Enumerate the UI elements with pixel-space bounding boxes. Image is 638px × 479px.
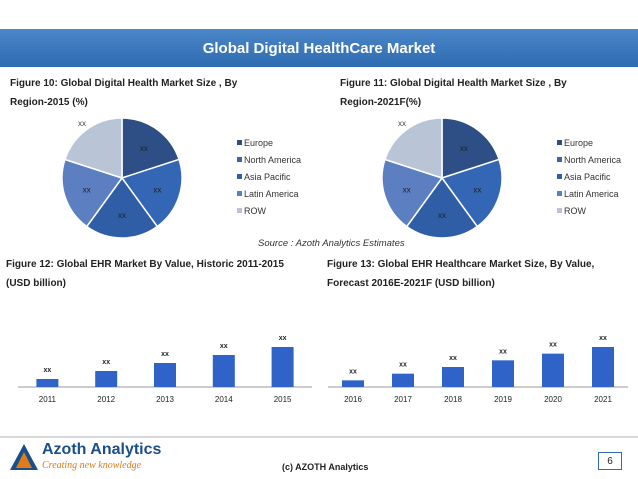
pie2-slice-label: xx: [473, 185, 481, 194]
bar2-bar: [442, 367, 464, 387]
bar2-bar: [492, 360, 514, 387]
figure-11-caption: Figure 11: Global Digital Health Market …: [340, 74, 630, 112]
page-number-box: 6: [598, 452, 622, 470]
bar1-tick-label: 2011: [39, 395, 57, 404]
bar1-tick-label: 2014: [215, 395, 233, 404]
bar2-bar: [592, 347, 614, 387]
footer-copyright: (c) AZOTH Analytics: [282, 462, 369, 472]
bar1-data-label: xx: [220, 343, 228, 350]
bar1-data-label: xx: [161, 351, 169, 358]
pie1-slice-label: xx: [83, 185, 91, 194]
bar2-data-label: xx: [449, 355, 457, 362]
bar2-bar: [342, 380, 364, 387]
figure-11-caption-line2: Region-2021F(%): [340, 97, 422, 108]
footer-brand: Azoth Analytics: [42, 441, 162, 458]
pie1-legend-label: Europe: [244, 138, 273, 148]
pie2-legend-swatch: [557, 174, 562, 179]
figure-13-caption: Figure 13: Global EHR Healthcare Market …: [327, 255, 633, 293]
bar2-data-label: xx: [349, 368, 357, 375]
pie2-legend-swatch: [557, 191, 562, 196]
pie1-slice-asia-pacific: [85, 176, 159, 239]
figure-10-caption: Figure 10: Global Digital Health Market …: [10, 74, 315, 112]
figure-10-pie-chart: xx xx xx xx xx Europe North America Asia Pacifi…: [61, 117, 301, 239]
figure-11-pie-chart: xx xx xx xx xx Europe North America Asia Pacifi…: [381, 117, 621, 239]
pie1-slice-label: xx: [153, 185, 161, 194]
figure-12-caption: Figure 12: Global EHR Market By Value, H…: [6, 255, 316, 293]
figure-12-bar-chart: xx 2011 xx 2012 xx 2013 xx 2014 xx 2015: [18, 335, 312, 404]
pie2-legend-label: Europe: [564, 138, 593, 148]
bar1-bar: [95, 371, 118, 387]
pie2-legend-swatch: [557, 140, 562, 145]
bar2-bar: [392, 373, 414, 387]
pie1-legend-label: Asia Pacific: [244, 172, 291, 182]
page-title: Global Digital HealthCare Market: [202, 39, 436, 57]
pie2-slice-north-america: [440, 158, 503, 228]
pie2-legend-swatch: [557, 157, 562, 162]
pie1-legend-swatch: [237, 140, 242, 145]
pie2-slice-row: [383, 117, 443, 180]
page-number: 6: [607, 455, 613, 467]
bar2-data-label: xx: [499, 348, 507, 355]
azoth-logo-icon: [10, 444, 38, 470]
figure-13-bar-chart: xx 2016 xx 2017 xx 2018 xx 2019 xx 2020 xx 2021: [328, 335, 628, 404]
page-header: Global Digital HealthCare Market: [0, 29, 638, 67]
bar1-tick-label: 2012: [97, 395, 115, 404]
figure-13-caption-line1: Figure 13: Global EHR Healthcare Market …: [327, 259, 595, 270]
bar2-tick-label: 2020: [544, 395, 562, 404]
figure-11-caption-line1: Figure 11: Global Digital Health Market …: [340, 78, 567, 89]
bar2-tick-label: 2021: [594, 395, 612, 404]
pie1-legend-swatch: [237, 191, 242, 196]
pie1-legend-label: Latin America: [244, 189, 299, 199]
pie1-slice-label: xx: [78, 119, 86, 128]
figure-13-caption-line2: Forecast 2016E-2021F (USD billion): [327, 278, 495, 289]
bar2-data-label: xx: [549, 342, 557, 349]
pie2-legend-label: ROW: [564, 206, 587, 216]
figure-12-caption-line2: (USD billion): [6, 278, 66, 289]
figure-10-caption-line2: Region-2015 (%): [10, 97, 88, 108]
bar2-tick-label: 2017: [394, 395, 412, 404]
bar2-bar: [542, 353, 564, 387]
pie1-slice-europe: [121, 117, 181, 180]
pie2-legend-label: North America: [564, 155, 621, 165]
footer-tagline: Creating new knowledge: [42, 460, 142, 471]
pie2-slice-latin-america: [381, 158, 444, 228]
pie2-slice-asia-pacific: [405, 176, 479, 239]
pie1-slice-row: [63, 117, 123, 180]
bar1-tick-label: 2015: [274, 395, 292, 404]
pie1-slice-north-america: [120, 158, 183, 228]
bar2-data-label: xx: [599, 335, 607, 342]
pie1-legend-swatch: [237, 174, 242, 179]
pie2-slice-label: xx: [438, 211, 446, 220]
figure-10-caption-line1: Figure 10: Global Digital Health Market …: [10, 78, 238, 89]
pie2-slice-label: xx: [398, 119, 406, 128]
bar1-data-label: xx: [102, 359, 110, 366]
bar2-tick-label: 2018: [444, 395, 462, 404]
pie1-legend-swatch: [237, 157, 242, 162]
pie2-slice-europe: [441, 117, 501, 180]
pie1-legend-label: North America: [244, 155, 301, 165]
bar1-bar: [154, 363, 176, 387]
pie1-slice-label: xx: [140, 144, 148, 153]
pie2-legend-label: Latin America: [564, 189, 619, 199]
pie1-legend-swatch: [237, 208, 242, 213]
pie1-slice-latin-america: [61, 158, 124, 228]
bar1-data-label: xx: [279, 335, 287, 342]
bar1-bar: [212, 355, 235, 387]
figure-12-caption-line1: Figure 12: Global EHR Market By Value, H…: [6, 259, 284, 270]
footer-divider: [0, 436, 638, 438]
pie2-slice-label: xx: [460, 144, 468, 153]
bar1-data-label: xx: [44, 367, 52, 374]
pie2-legend-swatch: [557, 208, 562, 213]
source-note: Source : Azoth Analytics Estimates: [258, 238, 405, 249]
bar2-data-label: xx: [399, 362, 407, 369]
bar1-bar: [271, 347, 294, 387]
bar2-tick-label: 2019: [494, 395, 512, 404]
pie1-slice-label: xx: [118, 211, 126, 220]
pie2-legend-label: Asia Pacific: [564, 172, 611, 182]
bar2-tick-label: 2016: [344, 395, 362, 404]
pie1-legend-label: ROW: [244, 206, 267, 216]
pie2-slice-label: xx: [403, 185, 411, 194]
bar1-tick-label: 2013: [156, 395, 174, 404]
bar1-bar: [36, 379, 59, 387]
